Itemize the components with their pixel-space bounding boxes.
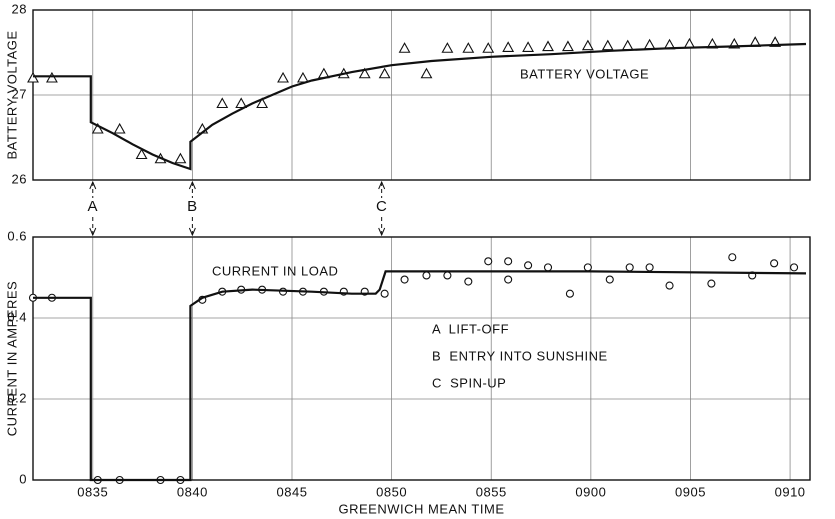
triangle-marker <box>91 122 104 134</box>
x-tick-label: 0850 <box>376 484 407 499</box>
y-tick-label: 0.4 <box>7 309 27 324</box>
y-tick-label: 27 <box>12 86 27 101</box>
x-tick-label: 0910 <box>775 484 806 499</box>
circle-marker <box>543 263 553 272</box>
plot-frame <box>32 9 811 181</box>
y-axis-label: BATTERY VOLTAGE <box>4 30 19 159</box>
triangle-marker <box>358 67 371 79</box>
circle-marker <box>504 275 513 284</box>
y-tick-label: 0 <box>19 471 27 486</box>
label-bg <box>184 198 201 216</box>
circle-marker <box>504 257 513 266</box>
triangle-marker <box>581 39 594 51</box>
triangle-marker <box>522 41 535 52</box>
y-tick-label: 0.2 <box>7 390 27 405</box>
circle-marker <box>605 275 614 284</box>
triangle-marker <box>216 97 229 109</box>
circle-marker <box>645 263 654 272</box>
y-tick-label: 26 <box>12 171 27 186</box>
circle-marker <box>400 275 409 284</box>
legend-note: C SPIN-UP <box>432 375 506 390</box>
triangle-marker <box>277 71 289 83</box>
circle-marker <box>583 263 592 272</box>
circle-marker <box>770 259 779 268</box>
arrow-head <box>378 180 386 237</box>
triangle-marker <box>174 152 187 164</box>
event-label: B <box>187 198 198 215</box>
triangle-marker <box>27 71 39 83</box>
series-label: BATTERY VOLTAGE <box>520 66 649 81</box>
legend-note: B ENTRY INTO SUNSHINE <box>432 348 608 363</box>
circle-marker <box>707 279 716 288</box>
triangle-marker <box>235 97 248 109</box>
event-label: A <box>88 198 99 215</box>
circle-marker <box>728 253 737 262</box>
label-bg <box>84 198 101 216</box>
triangle-marker <box>378 67 391 79</box>
triangle-marker <box>256 97 269 109</box>
circle-marker <box>464 277 473 286</box>
triangle-marker <box>462 42 475 53</box>
x-tick-label: 0845 <box>277 484 308 499</box>
arrow-head <box>89 180 97 237</box>
legend-note: A LIFT-OFF <box>432 321 509 336</box>
circle-marker <box>380 289 389 298</box>
triangle-marker <box>113 122 126 134</box>
circle-marker <box>665 281 674 290</box>
circle-marker <box>422 271 431 280</box>
circle-marker <box>625 263 634 272</box>
triangle-marker <box>542 40 554 52</box>
circle-marker <box>790 263 799 272</box>
x-tick-label: 0855 <box>476 484 507 499</box>
triangle-marker <box>601 39 614 51</box>
circle-marker <box>443 271 452 280</box>
event-label: C <box>376 198 387 215</box>
data-line <box>33 270 807 482</box>
circle-marker <box>524 261 533 270</box>
circle-marker <box>565 289 574 298</box>
triangle-marker <box>297 71 309 83</box>
x-tick-label: 0840 <box>177 484 208 499</box>
triangle-marker <box>643 38 656 50</box>
x-tick-label: 0835 <box>77 484 108 499</box>
series-label: CURRENT IN LOAD <box>212 263 338 278</box>
label-bg <box>373 198 390 216</box>
arrow-head <box>188 180 196 237</box>
triangle-marker <box>398 42 411 53</box>
y-axis-label: CURRENT IN AMPERES <box>4 281 19 436</box>
x-tick-label: 0905 <box>675 484 706 499</box>
triangle-marker <box>482 42 495 53</box>
plot-frame <box>32 236 811 481</box>
x-axis-label: GREENWICH MEAN TIME <box>339 501 505 516</box>
y-tick-label: 28 <box>12 1 27 16</box>
x-tick-label: 0900 <box>575 484 606 499</box>
triangle-marker <box>45 71 58 83</box>
triangle-marker <box>135 148 148 160</box>
triangle-marker <box>441 42 454 53</box>
triangle-marker <box>562 40 574 52</box>
y-tick-label: 0.6 <box>7 228 27 243</box>
circle-marker <box>484 257 493 266</box>
triangle-marker <box>621 39 634 51</box>
data-line <box>33 42 807 171</box>
triangle-marker <box>420 67 433 79</box>
triangle-marker <box>502 41 515 52</box>
